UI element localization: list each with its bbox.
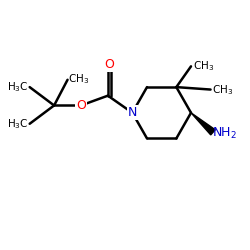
Text: CH$_3$: CH$_3$ (212, 83, 234, 97)
Text: H$_3$C: H$_3$C (7, 117, 28, 131)
Text: CH$_3$: CH$_3$ (68, 72, 89, 86)
Text: O: O (76, 99, 86, 112)
Text: O: O (104, 58, 114, 71)
Polygon shape (191, 113, 215, 135)
Text: NH$_2$: NH$_2$ (212, 126, 236, 141)
Text: CH$_3$: CH$_3$ (192, 59, 214, 73)
Text: N: N (128, 106, 137, 119)
Text: H$_3$C: H$_3$C (7, 80, 28, 94)
